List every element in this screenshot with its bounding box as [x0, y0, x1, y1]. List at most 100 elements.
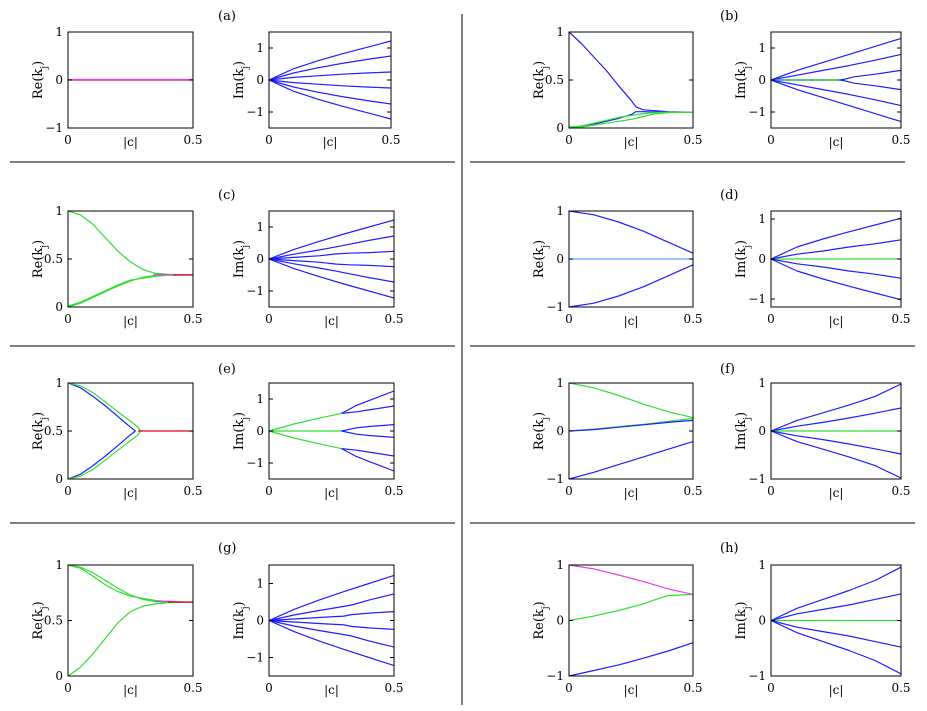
y-tick-label: 0 — [55, 300, 63, 314]
y-tick-label: 1 — [758, 41, 766, 55]
y-tick-label: 0 — [758, 252, 766, 266]
series-line-blue — [67, 382, 136, 432]
series-line-blue — [770, 37, 902, 81]
series-line-green — [568, 111, 694, 129]
y-tick-label: 1 — [55, 204, 63, 218]
y-tick-label: −1 — [748, 105, 766, 119]
x-axis-label: |c| — [123, 135, 138, 149]
axes-frame — [568, 382, 694, 480]
x-axis-label: |c| — [624, 486, 639, 500]
y-tick-label: 1 — [55, 25, 63, 39]
series-line-blue — [268, 258, 395, 283]
series-line-blue — [341, 424, 395, 432]
y-tick-label: 0 — [55, 472, 63, 486]
series-line-blue — [341, 405, 395, 414]
series-line-blue — [770, 407, 902, 432]
x-tick-label: 0 — [64, 484, 72, 498]
axes-frame — [67, 210, 194, 308]
series-line-blue — [268, 250, 395, 260]
axes-frame — [67, 564, 194, 677]
series-line-green — [268, 430, 342, 450]
y-axis-label: Im(kj) — [734, 240, 753, 278]
series-line-blue — [568, 264, 694, 308]
panel-label-f: (f) — [720, 362, 735, 377]
series-line-blue — [268, 619, 395, 648]
axes-frame — [568, 31, 694, 129]
x-tick-label: 0.5 — [183, 484, 202, 498]
y-tick-label: 1 — [758, 212, 766, 226]
subplot-g-right: 0 0.5 −1 0 1 |c| Im(kj) — [232, 564, 404, 697]
series-line-blue — [770, 239, 902, 260]
series-line-blue — [341, 390, 395, 414]
x-tick-label: 0 — [265, 484, 273, 498]
series-line-green — [67, 210, 194, 276]
subplot-c-right: 0 0.5−101|c|Im(kj) — [232, 210, 404, 328]
y-tick-label: 1 — [556, 376, 564, 390]
series-line-blue — [268, 619, 395, 667]
y-tick-label: 0 — [55, 73, 63, 87]
series-line-blue — [770, 258, 902, 301]
x-axis-label: |c| — [123, 314, 138, 328]
y-tick-label: 1 — [55, 558, 63, 572]
y-tick-label: 0 — [256, 73, 264, 87]
y-axis-label: Re(kj) — [532, 240, 551, 278]
y-tick-label: 0 — [256, 424, 264, 438]
y-axis-label: Re(kj) — [532, 412, 551, 450]
x-tick-label: 0 — [767, 484, 775, 498]
y-tick-label: 0.5 — [545, 73, 564, 87]
y-tick-label: 0 — [256, 614, 264, 628]
x-tick-label: 0.5 — [683, 484, 702, 498]
x-axis-label: |c| — [324, 486, 339, 500]
y-tick-label: 1 — [556, 25, 564, 39]
y-tick-label: −1 — [748, 472, 766, 486]
x-tick-label: 0 — [565, 484, 573, 498]
series-line-blue — [771, 79, 902, 91]
x-axis-label: |c| — [123, 683, 138, 697]
subplot-h-left: 0 0.5−101|c|Re(kj) — [532, 558, 703, 697]
series-line-green — [67, 601, 194, 677]
series-line-green — [67, 274, 194, 307]
x-tick-label: 0 — [64, 681, 72, 695]
x-tick-label: 0.5 — [384, 312, 403, 326]
series-line-blue — [770, 53, 902, 81]
axes-frame — [568, 564, 694, 677]
series-line-green — [67, 430, 142, 480]
y-tick-label: −1 — [748, 292, 766, 306]
x-tick-label: 0 — [767, 312, 775, 326]
subplot-e-left: 0 0.5 0 0.5 1 |c| Re(kj) — [31, 376, 203, 500]
y-tick-label: 0 — [556, 121, 564, 135]
x-axis-label: |c| — [829, 314, 844, 328]
x-tick-label: 0 — [565, 312, 573, 326]
y-tick-label: 0.5 — [44, 252, 63, 266]
x-tick-label: 0 — [64, 312, 72, 326]
y-tick-label: 0.5 — [44, 614, 63, 628]
series-line-magenta — [568, 564, 694, 595]
series-line-blue — [268, 574, 395, 622]
x-tick-label: 0 — [565, 133, 573, 147]
y-axis-label: Im(kj) — [734, 412, 753, 450]
series-line-blue — [268, 55, 392, 81]
series-line-blue — [341, 448, 395, 472]
series-line-blue — [770, 258, 902, 279]
y-axis-label: Re(kj) — [532, 61, 551, 99]
y-axis-label: Im(kj) — [734, 601, 753, 639]
series-line-blue — [770, 593, 902, 622]
y-tick-label: 1 — [256, 392, 264, 406]
x-tick-label: 0.5 — [683, 312, 702, 326]
x-tick-label: 0 — [265, 312, 273, 326]
y-tick-label: −1 — [45, 121, 63, 135]
panel-label-b: (b) — [720, 9, 738, 24]
subplot-a-left: 0 0.5−101|c|Re(kj) — [31, 25, 203, 149]
x-tick-label: 0.5 — [891, 133, 910, 147]
subplot-e-right: 0 0.5−101|c|Im(kj) — [232, 382, 404, 500]
series-line-green — [568, 382, 694, 419]
y-tick-label: −1 — [546, 472, 564, 486]
x-axis-label: |c| — [123, 486, 138, 500]
y-tick-label: 1 — [758, 558, 766, 572]
series-line-green — [568, 417, 694, 432]
series-line-blue — [268, 79, 392, 105]
y-tick-label: −1 — [246, 651, 264, 665]
series-line-blue — [268, 258, 395, 299]
y-tick-label: 1 — [556, 204, 564, 218]
